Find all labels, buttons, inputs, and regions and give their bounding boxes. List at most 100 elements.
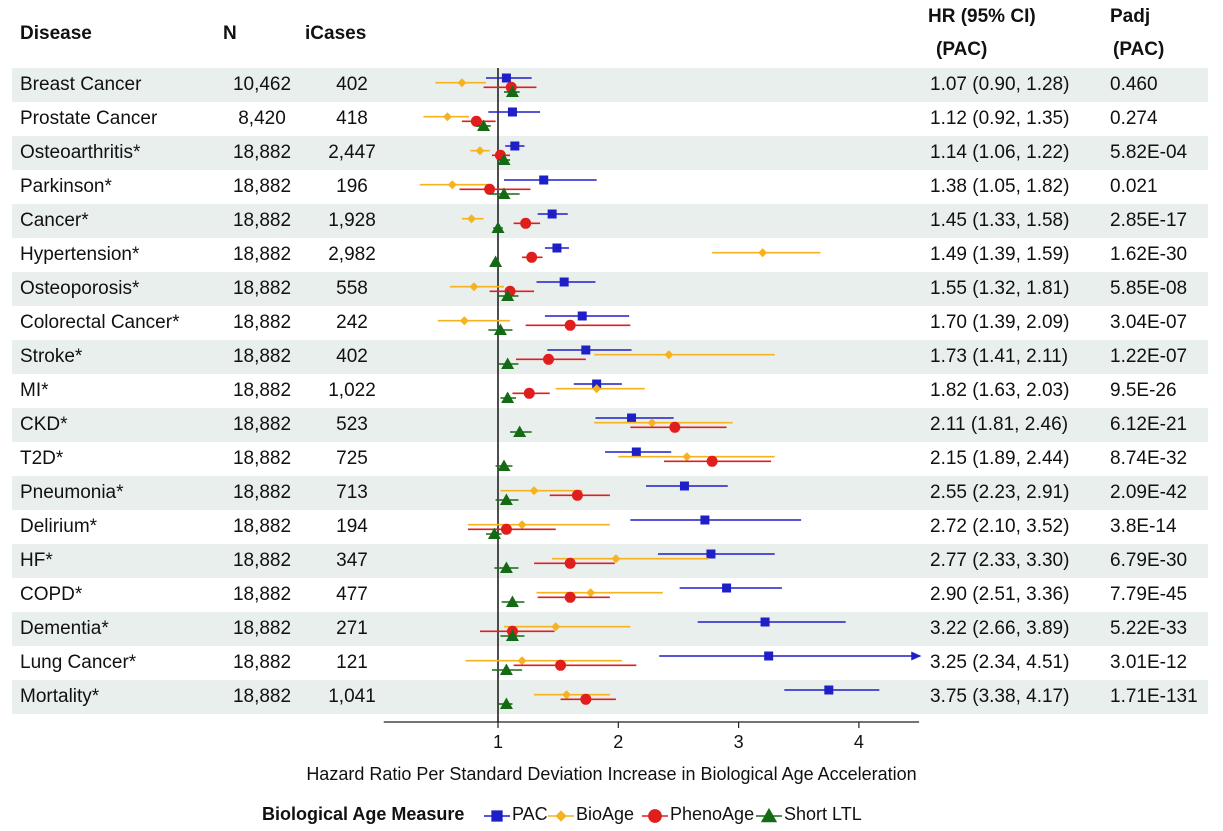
ci-arrow <box>911 651 922 661</box>
table-row: Cancer* 18,882 1,928 1.45 (1.33, 1.58) 2.85E… <box>12 204 1208 238</box>
disease-label: Cancer* <box>20 210 89 231</box>
n-value: 18,882 <box>232 414 292 435</box>
point-marker <box>559 277 569 287</box>
hr-ci-value: 1.73 (1.41, 2.11) <box>930 346 1069 367</box>
point-marker <box>669 421 681 433</box>
x-axis-label: Hazard Ratio Per Standard Deviation Incr… <box>306 764 917 784</box>
disease-label: HF* <box>20 550 53 571</box>
padj-value: 3.04E-07 <box>1110 312 1188 333</box>
table-row: CKD* 18,882 523 2.11 (1.81, 2.46) 6.12E-21 <box>12 408 1208 442</box>
padj-value: 8.74E-32 <box>1110 448 1188 469</box>
point-marker <box>499 663 513 675</box>
padj-value: 0.460 <box>1110 74 1158 95</box>
point-marker <box>539 175 549 185</box>
point-marker <box>586 588 596 598</box>
icases-value: 2,982 <box>328 244 376 265</box>
point-marker <box>562 690 572 700</box>
hr-ci-value: 1.12 (0.92, 1.35) <box>930 108 1070 129</box>
point-marker <box>760 617 770 627</box>
point-marker <box>577 311 587 321</box>
n-value: 18,882 <box>232 686 292 707</box>
icases-value: 477 <box>336 584 368 605</box>
header-padj-sub: (PAC) <box>1113 39 1165 60</box>
point-marker <box>682 452 692 462</box>
padj-value: 6.12E-21 <box>1110 414 1188 435</box>
disease-label: Stroke* <box>20 346 83 367</box>
table-row: COPD* 18,882 477 2.90 (2.51, 3.36) 7.79E-45 <box>12 578 1208 612</box>
series-short-ltl <box>476 85 532 709</box>
icases-value: 402 <box>336 74 368 95</box>
legend-item-phenoage: PhenoAge <box>640 804 754 825</box>
point-marker <box>564 557 576 569</box>
hr-ci-value: 1.38 (1.05, 1.82) <box>930 176 1070 197</box>
table-row: Hypertension* 18,882 2,982 1.49 (1.39, 1.59… <box>12 238 1208 272</box>
n-value: 18,882 <box>232 448 292 469</box>
point-marker <box>447 180 457 190</box>
point-marker <box>611 554 621 564</box>
point-marker <box>664 350 674 360</box>
legend-marker <box>491 810 503 822</box>
header-hr-sub: (PAC) <box>936 39 988 60</box>
padj-value: 3.01E-12 <box>1110 652 1188 673</box>
table-row: Pneumonia* 18,882 713 2.55 (2.23, 2.91) 2.09… <box>12 476 1208 510</box>
n-value: 18,882 <box>232 244 292 265</box>
series-phenoage <box>459 81 772 705</box>
padj-value: 5.82E-04 <box>1110 142 1188 163</box>
legend-label: BioAge <box>576 804 635 824</box>
n-value: 18,882 <box>232 312 292 333</box>
diamond-icon <box>548 810 574 822</box>
n-value: 18,882 <box>232 516 292 537</box>
point-marker <box>501 73 511 83</box>
icases-value: 242 <box>336 312 368 333</box>
icases-value: 418 <box>336 108 368 129</box>
padj-value: 7.79E-45 <box>1110 584 1188 605</box>
point-marker <box>457 78 467 88</box>
point-marker <box>501 391 515 403</box>
icases-value: 121 <box>336 652 368 673</box>
x-tick-label: 1 <box>493 732 503 752</box>
disease-label: Dementia* <box>20 618 109 639</box>
series-bioage <box>419 78 821 700</box>
point-marker <box>493 323 507 335</box>
padj-value: 3.8E-14 <box>1110 516 1177 537</box>
table-row: Parkinson* 18,882 196 1.38 (1.05, 1.82) 0.02… <box>12 170 1208 204</box>
table-row: Lung Cancer* 18,882 121 3.25 (2.34, 4.51) 3.… <box>12 646 1208 680</box>
table-row: Osteoporosis* 18,882 558 1.55 (1.32, 1.81) 5… <box>12 272 1208 306</box>
padj-value: 5.22E-33 <box>1110 618 1188 639</box>
point-marker <box>592 379 602 389</box>
padj-value: 1.62E-30 <box>1110 244 1188 265</box>
n-value: 18,882 <box>232 652 292 673</box>
disease-label: Breast Cancer <box>20 74 142 95</box>
point-marker <box>505 85 519 97</box>
legend-label: Short LTL <box>784 804 862 824</box>
point-marker <box>551 622 561 632</box>
forest-table: Breast Cancer 10,462 402 1.07 (0.90, 1.28) 0… <box>0 68 1223 714</box>
point-marker <box>459 316 469 326</box>
point-marker <box>517 520 527 530</box>
padj-value: 1.71E-131 <box>1110 686 1198 707</box>
hr-ci-value: 3.25 (2.34, 4.51) <box>930 652 1070 673</box>
point-marker <box>547 209 557 219</box>
point-marker <box>523 387 535 399</box>
point-marker <box>507 107 517 117</box>
n-value: 18,882 <box>232 482 292 503</box>
x-tick-label: 2 <box>613 732 623 752</box>
table-row: Delirium* 18,882 194 2.72 (2.10, 3.52) 3.8E-… <box>12 510 1208 544</box>
point-marker <box>824 685 834 695</box>
point-marker <box>497 187 511 199</box>
icases-value: 1,041 <box>328 686 376 707</box>
hr-ci-value: 2.11 (1.81, 2.46) <box>930 414 1069 435</box>
n-value: 8,420 <box>238 108 286 129</box>
point-marker <box>526 251 538 263</box>
point-marker <box>627 413 637 423</box>
point-marker <box>552 243 562 253</box>
point-marker <box>517 656 527 666</box>
icases-value: 725 <box>336 448 368 469</box>
disease-label: COPD* <box>20 584 83 605</box>
icases-value: 196 <box>336 176 368 197</box>
hr-ci-value: 1.07 (0.90, 1.28) <box>930 74 1070 95</box>
n-value: 18,882 <box>232 346 292 367</box>
padj-value: 6.79E-30 <box>1110 550 1188 571</box>
icases-value: 713 <box>336 482 368 503</box>
